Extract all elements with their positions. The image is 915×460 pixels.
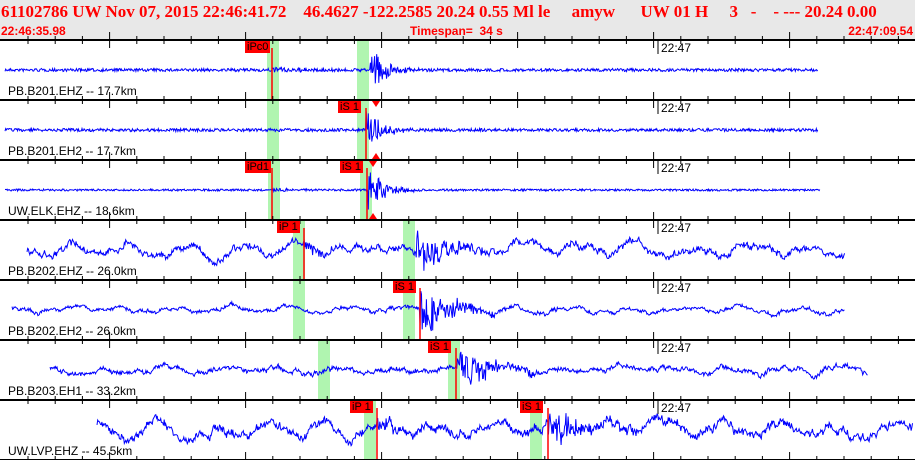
event-summary: 61102786 UW Nov 07, 2015 22:46:41.72 46.…: [1, 2, 877, 21]
event-header: 61102786 UW Nov 07, 2015 22:46:41.72 46.…: [0, 0, 915, 40]
start-time: 22:46:35.98: [1, 24, 66, 38]
end-time: 22:47:09.54: [848, 24, 913, 38]
waveform-trace: [96, 413, 913, 447]
waveform-trace: [11, 290, 845, 332]
channel-label: PB.B201.EHZ -- 17.7km: [8, 84, 137, 98]
arrival-marker-icon: [369, 213, 377, 219]
phase-pick-label[interactable]: iS 1: [393, 281, 416, 293]
arrival-marker-icon: [372, 101, 380, 107]
arrival-marker-icon: [369, 161, 377, 167]
pick-window: [357, 40, 369, 100]
time-mark: 22:47: [661, 161, 692, 175]
time-mark: 22:47: [661, 101, 692, 115]
timespan: Timespan= 34 s: [410, 24, 503, 38]
channel-label: UW.ELK.EHZ -- 18.6km: [8, 204, 135, 218]
channel-label: PB.B201.EH2 -- 17.7km: [8, 144, 137, 158]
pick-window: [448, 340, 460, 400]
phase-pick-label[interactable]: iS 1: [338, 101, 361, 113]
time-mark: 22:47: [661, 221, 692, 235]
phase-pick-label[interactable]: iS 1: [340, 161, 363, 173]
waveform-trace: [26, 230, 846, 271]
waveform-trace: [4, 111, 819, 142]
time-mark: 22:47: [661, 401, 692, 415]
channel-label: PB.B202.EHZ -- 26.0km: [8, 264, 137, 278]
phase-pick-label[interactable]: iS 1: [428, 341, 451, 353]
pick-window: [530, 400, 542, 460]
phase-pick-label[interactable]: iPc0: [245, 41, 271, 53]
pick-window: [403, 220, 415, 280]
time-mark: 22:47: [661, 41, 692, 55]
waveform-trace: [4, 54, 819, 84]
phase-pick-label[interactable]: iS 1: [520, 401, 543, 413]
pick-window: [364, 400, 376, 460]
phase-pick-label[interactable]: iPd1: [245, 161, 272, 173]
phase-pick-label[interactable]: iP 1: [277, 221, 300, 233]
channel-label: PB.B203.EH1 -- 33.2km: [8, 384, 137, 398]
phase-pick-label[interactable]: iP 1: [350, 401, 373, 413]
time-mark: 22:47: [661, 281, 692, 295]
channel-label: UW.LVP.EHZ -- 45.5km: [8, 444, 133, 458]
pick-window: [293, 280, 305, 340]
pick-window: [403, 280, 415, 340]
waveform-trace: [49, 351, 868, 385]
waveform-trace: [4, 172, 821, 210]
channel-label: PB.B202.EH2 -- 26.0km: [8, 324, 137, 338]
arrival-marker-icon: [372, 153, 380, 159]
pick-window: [293, 220, 305, 280]
time-mark: 22:47: [661, 341, 692, 355]
pick-window: [267, 40, 279, 100]
